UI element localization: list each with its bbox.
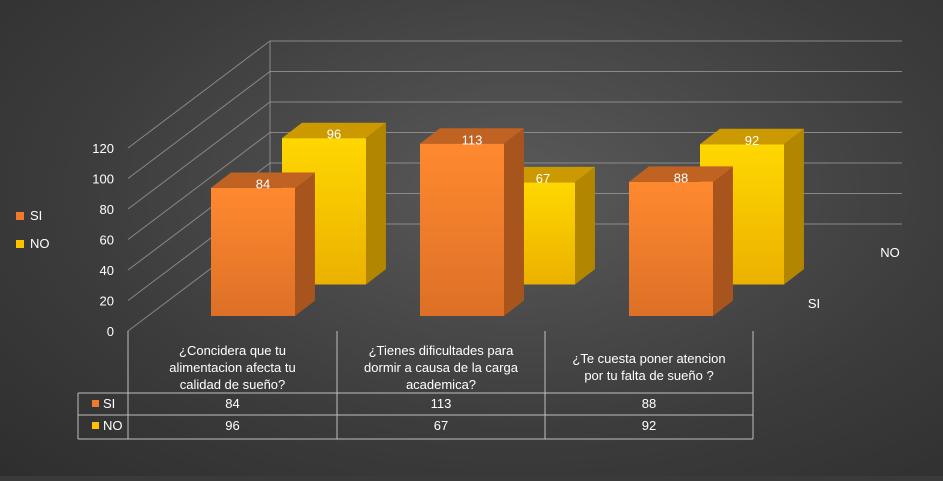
table-cell-value: 113 bbox=[431, 396, 452, 411]
bar-top-face bbox=[211, 172, 315, 188]
bar-side-face bbox=[713, 166, 733, 316]
table-cell-value: 84 bbox=[225, 396, 239, 411]
legend-swatch-si bbox=[16, 212, 24, 220]
bar-value-label-si: 113 bbox=[462, 132, 483, 147]
gridline-diagonal bbox=[127, 40, 271, 149]
table-cell-value: 88 bbox=[642, 396, 656, 411]
bar-side-face bbox=[784, 128, 804, 285]
legend-swatch-no bbox=[16, 240, 24, 248]
gridline-diagonal bbox=[127, 71, 271, 179]
bar-side-face bbox=[295, 172, 315, 316]
gridline-diagonal bbox=[127, 132, 271, 240]
bar-top-face bbox=[700, 128, 804, 145]
bar-si-1 bbox=[211, 172, 315, 316]
bar-side-face bbox=[504, 128, 524, 316]
category-label-2: academica? bbox=[406, 377, 476, 392]
category-label-1: alimentacion afecta tu bbox=[169, 360, 295, 375]
category-label-2: dormir a causa de la carga bbox=[364, 360, 519, 375]
bar-side-face bbox=[575, 166, 595, 285]
table-legend-swatch-no bbox=[92, 422, 99, 429]
y-tick-label: 40 bbox=[100, 263, 114, 278]
depth-axis-label-no: NO bbox=[880, 245, 900, 260]
category-label-3: por tu falta de sueño ? bbox=[584, 368, 713, 383]
table-cell-value: 67 bbox=[434, 418, 448, 433]
category-label-1: ¿Concidera que tu bbox=[179, 343, 286, 358]
y-tick-label: 0 bbox=[107, 324, 114, 339]
y-tick-label: 60 bbox=[100, 233, 114, 248]
bar-top-face bbox=[629, 166, 733, 182]
bar-si-3 bbox=[629, 166, 733, 316]
legend-label-no: NO bbox=[30, 236, 50, 251]
category-label-1: calidad de sueño? bbox=[180, 377, 286, 392]
table-row-label-si: SI bbox=[103, 396, 115, 411]
bar-front-face bbox=[211, 187, 295, 316]
category-label-3: ¿Te cuesta poner atencion bbox=[572, 351, 725, 366]
bar-top-face bbox=[282, 122, 386, 139]
bar-value-label-no: 92 bbox=[745, 133, 759, 148]
category-label-2: ¿Tienes dificultades para bbox=[369, 343, 515, 358]
gridline-diagonal bbox=[127, 101, 271, 210]
y-tick-label: 100 bbox=[92, 172, 114, 187]
legend-label-si: SI bbox=[30, 208, 42, 223]
table-legend-swatch-si bbox=[92, 400, 99, 407]
bar-value-label-si: 88 bbox=[674, 170, 688, 185]
bar-value-label-no: 96 bbox=[327, 127, 341, 142]
bar-front-face bbox=[629, 181, 713, 316]
bar-si-2 bbox=[420, 128, 524, 316]
bar-side-face bbox=[366, 122, 386, 285]
y-tick-label: 80 bbox=[100, 202, 114, 217]
y-tick-label: 20 bbox=[100, 294, 114, 309]
table-row-label-no: NO bbox=[103, 418, 123, 433]
table-cell-value: 92 bbox=[642, 418, 656, 433]
bar-value-label-si: 84 bbox=[256, 177, 270, 192]
depth-axis-label-si: SI bbox=[808, 296, 820, 311]
bar-value-label-no: 67 bbox=[536, 171, 550, 186]
table-cell-value: 96 bbox=[225, 418, 239, 433]
bar-top-face bbox=[420, 128, 524, 144]
bar-front-face bbox=[420, 143, 504, 316]
y-tick-label: 120 bbox=[92, 141, 114, 156]
